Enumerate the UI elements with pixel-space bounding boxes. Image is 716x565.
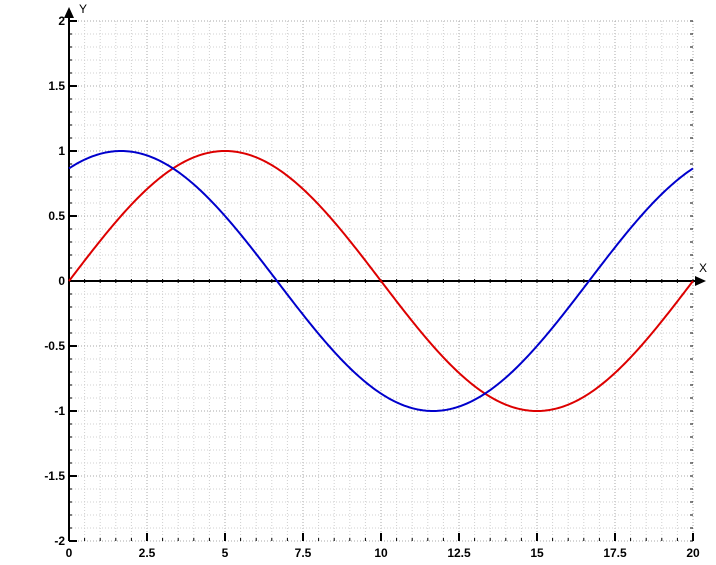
x-tick-label: 5 [222, 546, 229, 560]
y-tick-label: -1 [54, 404, 65, 418]
x-tick-label: 2.5 [139, 546, 156, 560]
y-tick-label: -0.5 [44, 339, 65, 353]
y-tick-label: 0 [58, 274, 65, 288]
y-tick-label: 1 [58, 144, 65, 158]
series-line-1 [68, 149, 694, 413]
y-tick-label: 1.5 [48, 79, 65, 93]
x-tick-label: 0 [66, 546, 73, 560]
y-axis-title: Y [79, 2, 87, 16]
x-tick-label: 10 [374, 546, 388, 560]
y-tick-label: -2 [54, 534, 65, 548]
x-tick-label: 17.5 [603, 546, 627, 560]
y-axis-arrow-icon [64, 7, 74, 18]
x-tick-label: 20 [686, 546, 700, 560]
y-tick-label: -1.5 [44, 469, 65, 483]
x-axis-arrow-icon [695, 276, 706, 286]
x-axis-title: X [699, 261, 707, 275]
y-tick-label: 0.5 [48, 209, 65, 223]
x-tick-label: 12.5 [447, 546, 471, 560]
y-tick-label: 2 [58, 14, 65, 28]
x-tick-label: 7.5 [295, 546, 312, 560]
x-tick-label: 15 [530, 546, 544, 560]
